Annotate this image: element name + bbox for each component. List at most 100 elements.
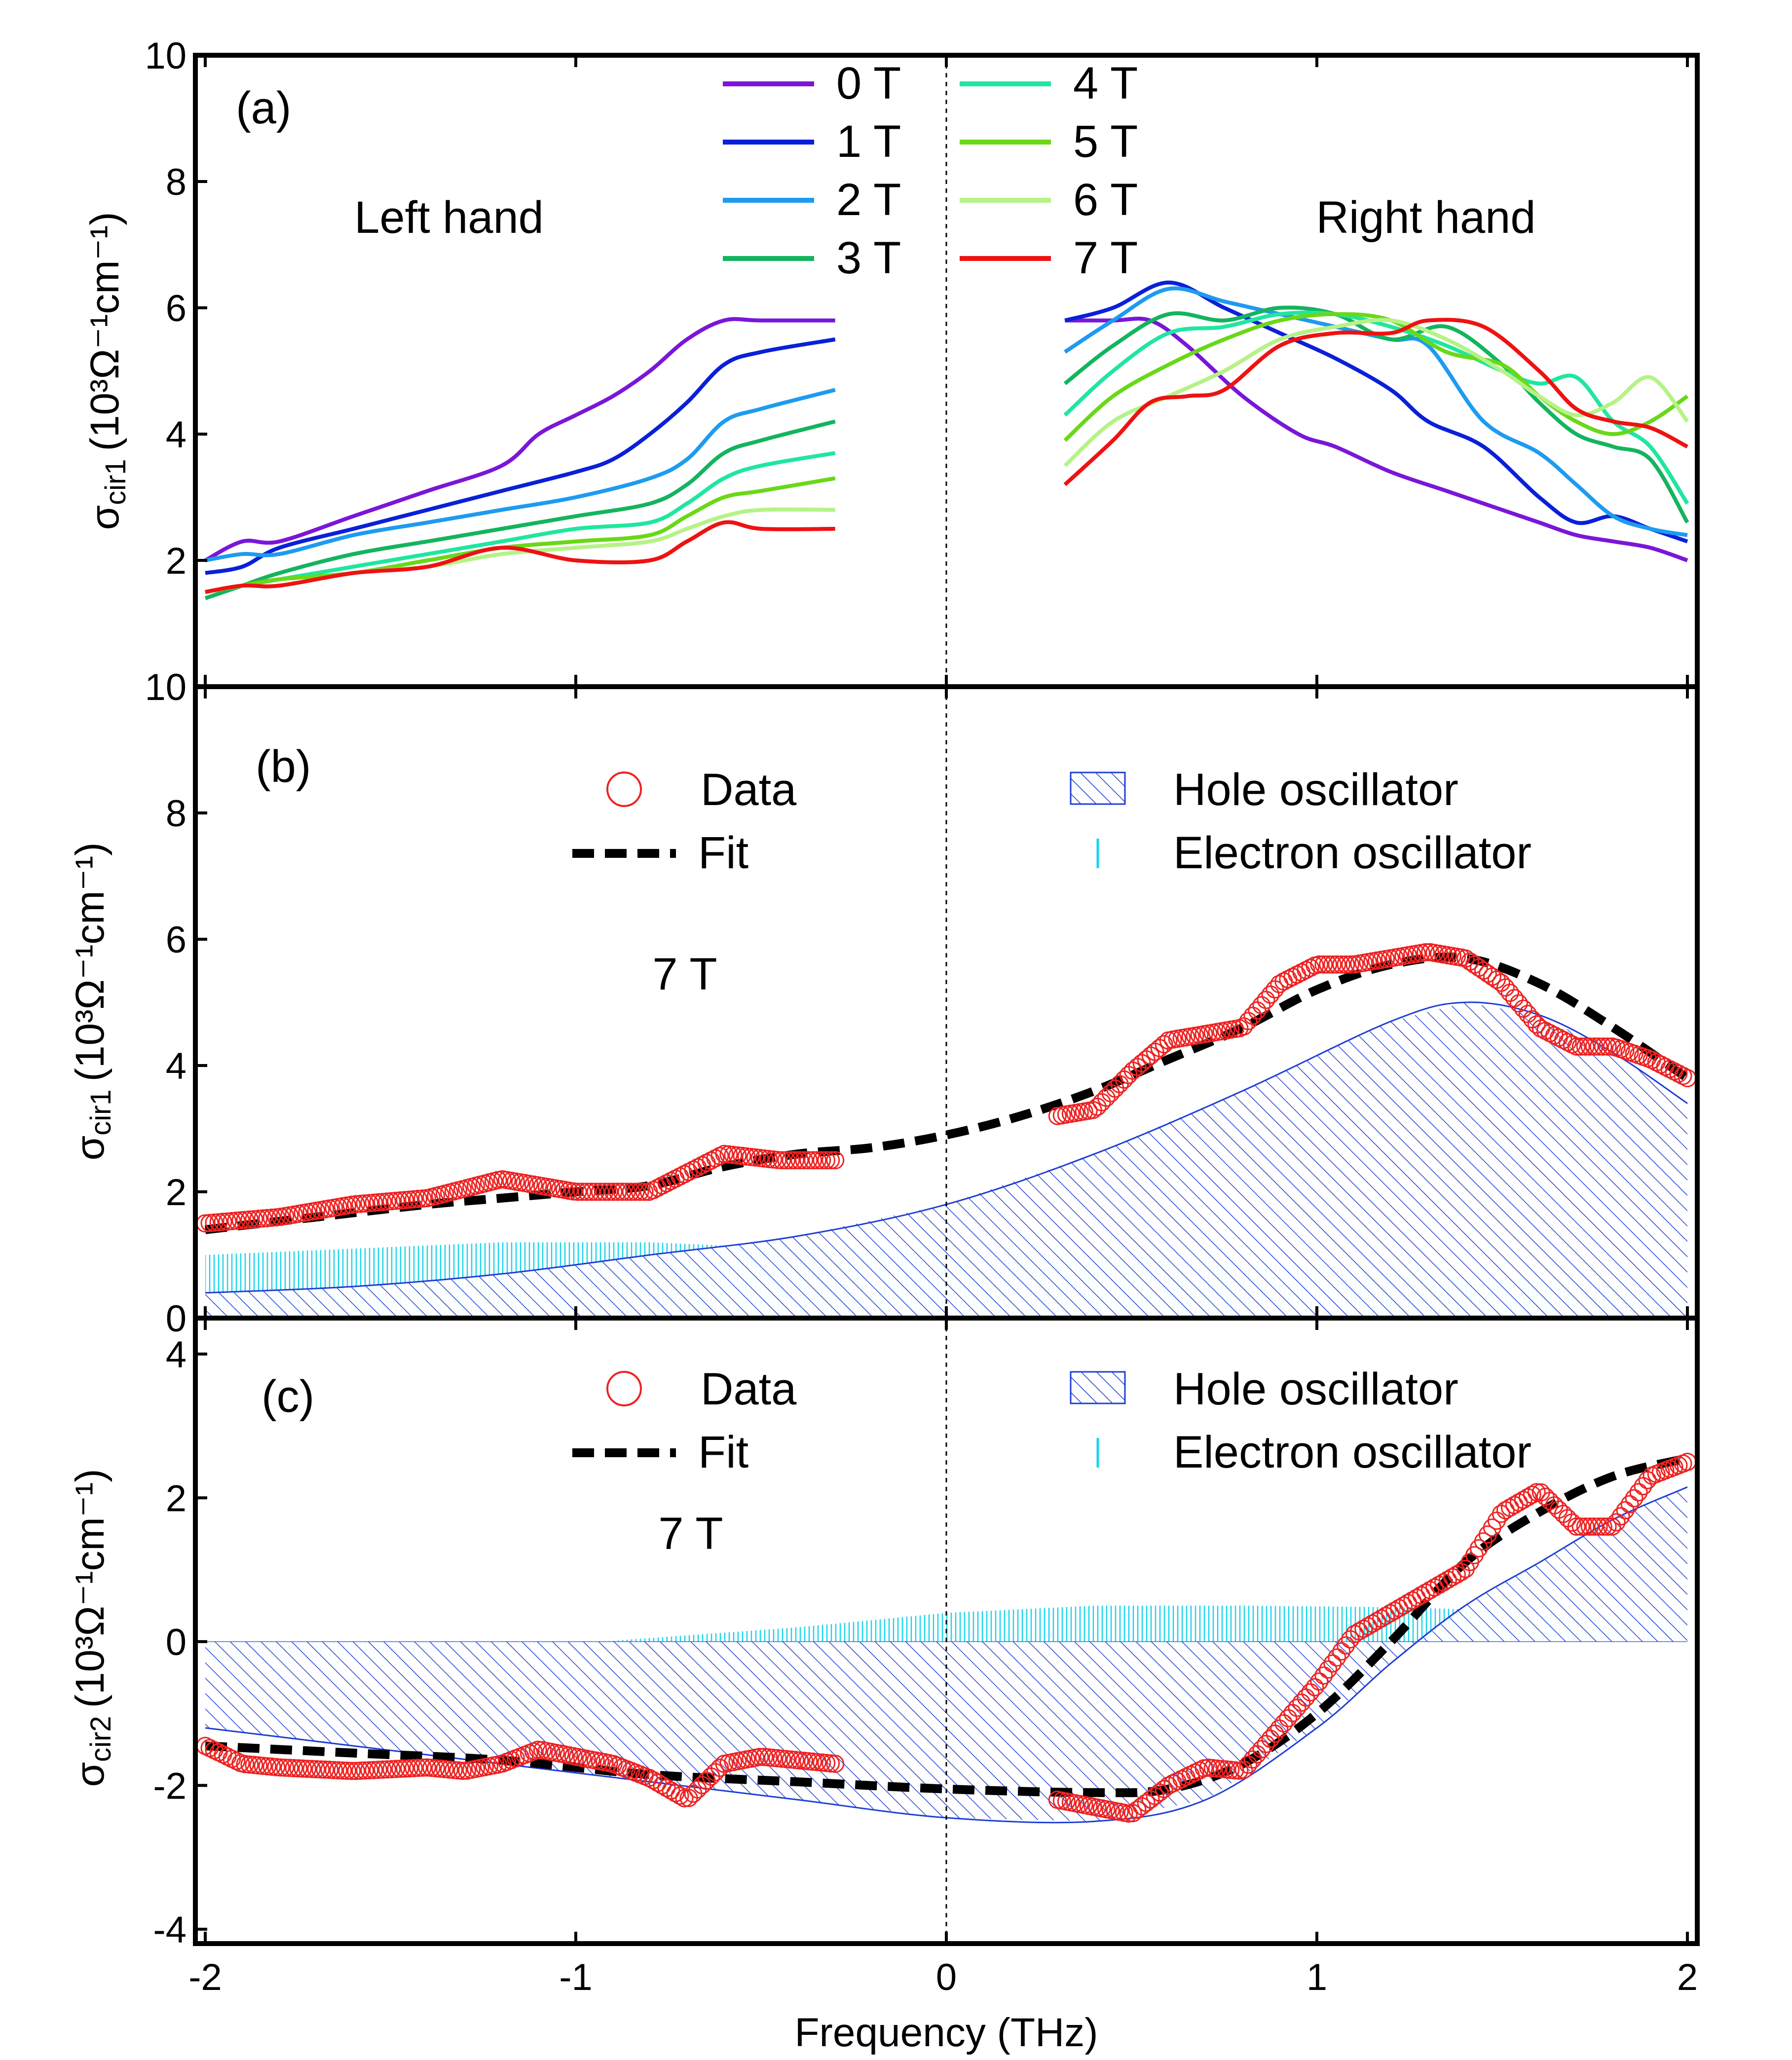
data-point <box>1328 955 1346 974</box>
legend-label-5T: 5 T <box>1073 116 1138 167</box>
data-point <box>808 1151 827 1170</box>
data-point <box>617 1182 636 1201</box>
x-tick-label: 1 <box>1307 1956 1327 1998</box>
legend-fit-label: Fit <box>698 828 748 878</box>
data-point <box>1589 1517 1608 1536</box>
data-point <box>821 1754 840 1773</box>
data-point <box>1359 1617 1378 1636</box>
series-line-0T-right <box>1065 316 1688 562</box>
data-point <box>635 1182 654 1201</box>
data-point <box>409 1189 428 1208</box>
legend-label-6T: 6 T <box>1073 175 1138 225</box>
data-point <box>799 1151 818 1170</box>
legend-hole-label: Hole oscillator <box>1173 765 1458 815</box>
data-point <box>276 1759 295 1777</box>
data-point <box>1337 1636 1355 1655</box>
series-line-4T-left <box>205 451 836 594</box>
data-point <box>604 1182 623 1201</box>
data-point <box>773 1151 791 1170</box>
panel-b-yticks: 0 2 4 6 8 10 <box>145 666 207 1340</box>
data-point <box>795 1151 814 1170</box>
data-point <box>1580 1037 1599 1056</box>
data-point <box>1323 1654 1342 1673</box>
data-point <box>1611 1507 1630 1526</box>
data-point <box>1492 1505 1510 1523</box>
panel-c-field-label: 7 T <box>658 1508 723 1559</box>
legend-label-1T: 1 T <box>836 116 901 167</box>
data-point <box>626 1182 645 1201</box>
data-point <box>1261 985 1280 1004</box>
panel-c-xticks: -2 -1 0 1 2 <box>188 1318 1698 1998</box>
data-point <box>329 1761 348 1780</box>
legend-data-label: Data <box>701 765 797 815</box>
data-point <box>1372 1609 1391 1628</box>
data-point <box>1448 1565 1466 1584</box>
data-point <box>1500 1498 1519 1517</box>
x-tick-label: -2 <box>188 1956 222 1998</box>
data-point <box>706 1149 725 1168</box>
data-point <box>405 1190 423 1209</box>
data-point <box>821 1151 840 1170</box>
data-point <box>249 1210 268 1228</box>
x-tick-label: 2 <box>1677 1956 1698 1998</box>
data-point <box>826 1151 845 1170</box>
data-point <box>396 1191 414 1210</box>
data-point <box>258 1209 277 1227</box>
data-point <box>1097 1088 1116 1107</box>
data-point <box>1310 955 1329 974</box>
panel-a-ylabel: σcir1(10³Ω⁻¹cm⁻¹) <box>82 212 132 530</box>
data-point <box>1301 958 1320 977</box>
data-point <box>1518 1004 1537 1023</box>
data-point <box>387 1760 406 1778</box>
data-point <box>1443 1568 1461 1586</box>
data-point <box>240 1755 259 1774</box>
data-point <box>382 1760 401 1778</box>
data-point <box>311 1760 330 1779</box>
panel-c-legend: Data Fit Hole oscillator Electron oscillato… <box>572 1364 1531 1477</box>
data-point <box>347 1762 366 1780</box>
data-point <box>1332 955 1351 974</box>
data-point <box>1478 964 1497 983</box>
data-point <box>595 1182 614 1201</box>
data-point <box>347 1195 366 1214</box>
y-tick-label: -2 <box>153 1765 187 1807</box>
data-point <box>613 1182 632 1201</box>
series-line-1T-left <box>205 337 836 575</box>
data-point <box>1368 1612 1386 1630</box>
data-point <box>1248 1001 1267 1020</box>
data-point <box>1571 1517 1590 1536</box>
data-point <box>622 1182 640 1201</box>
data-point <box>391 1191 410 1210</box>
data-point <box>1505 989 1524 1007</box>
data-point <box>334 1761 352 1780</box>
panel-c-data <box>196 1453 1697 1823</box>
data-point <box>289 1759 308 1778</box>
data-point <box>1496 1501 1515 1519</box>
data-point <box>285 1759 303 1777</box>
data-point <box>1469 958 1488 977</box>
y-tick-label: 4 <box>166 414 187 456</box>
data-point <box>267 1758 286 1776</box>
data-point <box>369 1193 388 1212</box>
data-point <box>405 1759 423 1777</box>
data-point <box>1417 943 1435 961</box>
y-tick-label: 10 <box>145 666 187 708</box>
data-point <box>1350 1622 1369 1641</box>
legend-label-7T: 7 T <box>1073 233 1138 283</box>
data-point <box>378 1192 397 1211</box>
data-point <box>453 1762 472 1780</box>
data-point <box>382 1192 401 1211</box>
data-point <box>1319 955 1338 974</box>
data-point <box>1474 961 1493 980</box>
data-point <box>786 1151 805 1170</box>
data-point <box>1385 1601 1404 1620</box>
data-point <box>356 1194 374 1213</box>
data-point <box>351 1194 370 1213</box>
data-point <box>1571 1037 1590 1056</box>
data-point <box>1580 1517 1599 1536</box>
data-point <box>1319 1660 1338 1679</box>
series-line-6T-right <box>1063 318 1689 467</box>
panel-c-ylabel: σcir2(10³Ω⁻¹cm⁻¹) <box>68 1469 117 1787</box>
legend-label-3T: 3 T <box>836 233 901 283</box>
data-point <box>1500 984 1519 1002</box>
